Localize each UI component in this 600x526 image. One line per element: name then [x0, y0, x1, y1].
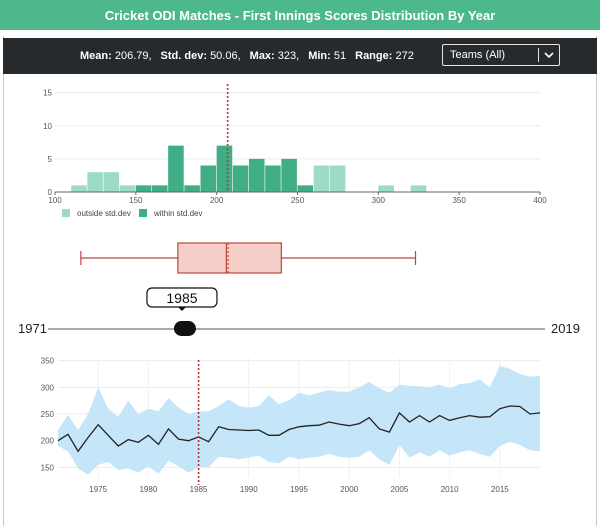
team-select[interactable]: Teams (All) — [442, 44, 560, 66]
yearly-y-tick-label: 250 — [41, 410, 55, 419]
slider-value-tooltip: 1985 — [146, 287, 218, 311]
histogram-y-tick-label: 15 — [43, 89, 52, 98]
page-title: Cricket ODI Matches - First Innings Scor… — [104, 7, 496, 23]
min-label: Min: — [308, 50, 331, 62]
histogram-bar — [87, 172, 103, 192]
histogram-y-tick-label: 10 — [43, 122, 52, 131]
histogram-bar — [249, 158, 265, 192]
histogram-bar — [103, 172, 120, 192]
yearly-x-tick-label: 2010 — [441, 485, 459, 494]
histogram-x-tick-label: 400 — [533, 196, 547, 205]
std-dev-band — [58, 366, 540, 475]
slider-handle[interactable] — [173, 321, 196, 336]
slider-max-label: 2019 — [551, 321, 580, 336]
histogram-bar — [313, 165, 330, 192]
yearly-y-tick-label: 350 — [41, 357, 55, 366]
yearly-x-tick-label: 1985 — [190, 485, 208, 494]
yearly-x-tick-label: 1975 — [89, 485, 107, 494]
yearly-score-chart: 150 200 250 300 350 1975 1980 1985 1990 1995 2000 2… — [41, 357, 541, 494]
min-value: 51 — [333, 50, 347, 62]
team-select-value: Teams (All) — [450, 49, 506, 61]
histogram-bar — [168, 145, 184, 192]
legend-outside-swatch — [62, 209, 70, 217]
slider-min-label: 1971 — [18, 321, 47, 336]
mean-score-line — [57, 405, 541, 453]
histogram-bars — [71, 145, 427, 192]
histogram-bar — [378, 185, 394, 192]
max-value: 323, — [277, 50, 300, 62]
histogram-bar — [297, 185, 314, 192]
std-value: 50.06, — [210, 50, 241, 62]
yearly-x-tick-label: 1995 — [290, 485, 308, 494]
histogram-x-tick-label: 300 — [372, 196, 386, 205]
yearly-x-tick-label: 1980 — [139, 485, 157, 494]
yearly-y-tick-label: 150 — [41, 463, 55, 472]
histogram-bar — [135, 185, 152, 192]
histogram-axis: 0 5 10 15 100 150 200 250 300 350 400 — [43, 89, 547, 205]
max-label: Max: — [249, 50, 275, 62]
year-slider[interactable]: 1985 — [0, 284, 600, 344]
chevron-down-icon[interactable] — [539, 51, 559, 59]
mean-label: Mean: — [80, 50, 112, 62]
yearly-y-tick-label: 300 — [41, 383, 55, 392]
legend-outside-label: outside std.dev — [77, 209, 131, 218]
yearly-y-tick-label: 200 — [41, 437, 55, 446]
histogram-bar — [119, 185, 136, 192]
histogram-chart: 0 5 10 15 100 150 200 250 300 350 400 outside std.… — [43, 84, 547, 218]
histogram-legend: outside std.dev within std.dev — [62, 209, 202, 218]
histogram-bar — [152, 185, 168, 192]
slider-current-year: 1985 — [166, 290, 197, 306]
yearly-x-tick-label: 2015 — [491, 485, 509, 494]
summary-stats: Mean: 206.79, Std. dev: 50.06, Max: 323,… — [80, 38, 423, 74]
legend-within-swatch — [139, 209, 147, 217]
range-label: Range: — [355, 50, 393, 62]
yearly-x-tick-label: 1990 — [240, 485, 258, 494]
app-header: Cricket ODI Matches - First Innings Scor… — [0, 0, 600, 30]
std-label: Std. dev: — [160, 50, 207, 62]
histogram-grid — [55, 92, 540, 160]
histogram-bar — [265, 165, 281, 192]
histogram-bar — [410, 185, 427, 192]
box-iqr — [177, 242, 282, 274]
yearly-x-tick-label: 2005 — [391, 485, 409, 494]
histogram-bar — [71, 185, 87, 192]
histogram-bar — [232, 165, 249, 192]
histogram-bar — [216, 145, 233, 192]
histogram-x-tick-label: 350 — [452, 196, 466, 205]
content-frame — [3, 36, 597, 526]
mean-value: 206.79, — [114, 50, 152, 62]
histogram-x-tick-label: 150 — [129, 196, 143, 205]
histogram-x-tick-label: 200 — [210, 196, 224, 205]
histogram-x-tick-label: 100 — [48, 196, 62, 205]
histogram-y-tick-label: 0 — [48, 188, 53, 197]
box-plot — [80, 242, 417, 274]
range-value: 272 — [395, 50, 414, 62]
legend-within-label: within std.dev — [153, 209, 202, 218]
histogram-bar — [200, 165, 217, 192]
histogram-bar — [281, 158, 297, 192]
yearly-x-tick-label: 2000 — [340, 485, 358, 494]
stats-bar: Mean: 206.79, Std. dev: 50.06, Max: 323,… — [3, 38, 597, 74]
histogram-bar — [184, 185, 200, 192]
histogram-bar — [329, 165, 346, 192]
histogram-y-tick-label: 5 — [48, 155, 53, 164]
team-select-divider — [538, 48, 539, 62]
histogram-x-tick-label: 250 — [291, 196, 305, 205]
tooltip-pointer — [177, 307, 186, 311]
